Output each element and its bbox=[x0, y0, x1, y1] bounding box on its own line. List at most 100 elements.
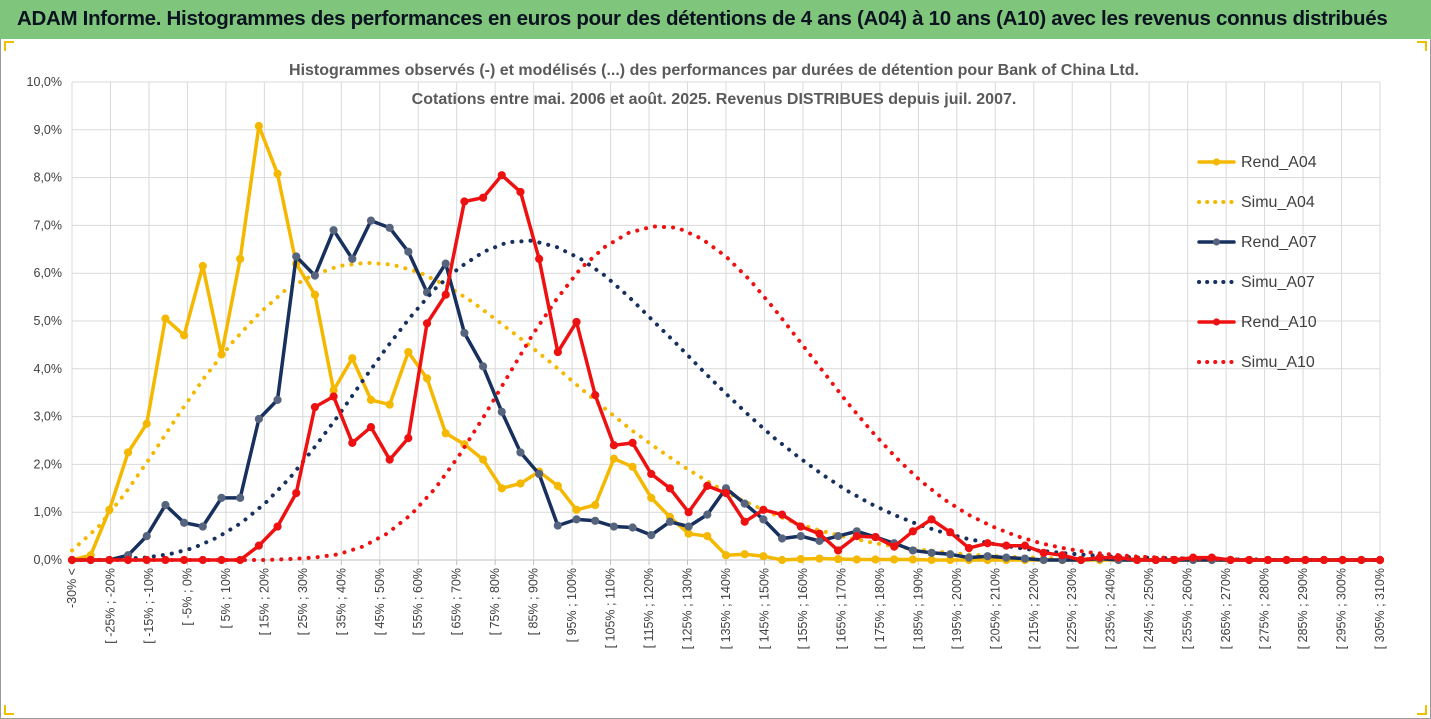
corner-mark-top-right bbox=[1417, 41, 1427, 51]
data-point-Rend_A10 bbox=[273, 522, 282, 531]
data-point-Rend_A07 bbox=[1020, 554, 1030, 563]
data-point-Rend_A04 bbox=[871, 555, 880, 564]
x-axis: -30% < [ -25% ; -20% [ -15% ; -10% [ -5% ; … bbox=[65, 568, 1387, 649]
data-point-Rend_A10 bbox=[553, 347, 562, 357]
x-tick-label: [ 165% ; 170% bbox=[834, 568, 848, 649]
data-point-Rend_A07 bbox=[684, 522, 693, 531]
data-point-Rend_A10 bbox=[852, 532, 861, 541]
legend: Rend_A04 Simu_A04 Rend_A07 Simu_A07 Rend_A10… bbox=[1197, 154, 1317, 371]
data-point-Rend_A04 bbox=[740, 550, 749, 559]
data-point-Rend_A04 bbox=[703, 532, 712, 541]
data-point-Rend_A07 bbox=[834, 532, 843, 541]
legend-label-Simu_A04: Simu_A04 bbox=[1241, 194, 1315, 211]
data-point-Rend_A10 bbox=[348, 438, 357, 447]
data-point-Rend_A07 bbox=[740, 499, 749, 508]
data-point-Rend_A07 bbox=[591, 516, 600, 525]
x-tick-label: [ 255% ; 260% bbox=[1181, 568, 1195, 649]
data-point-Rend_A07 bbox=[348, 254, 357, 263]
chart-title-line-1: Histogrammes observés (-) et modélisés (… bbox=[289, 62, 1139, 79]
x-tick-label: [ 155% ; 160% bbox=[796, 568, 810, 649]
y-tick-label: 10,0% bbox=[27, 75, 62, 89]
x-tick-label: [ -5% ; 0% bbox=[180, 568, 194, 626]
data-point-Rend_A07 bbox=[609, 522, 618, 531]
data-point-Rend_A07 bbox=[665, 517, 675, 526]
data-point-Rend_A10 bbox=[572, 317, 581, 327]
data-point-Rend_A04 bbox=[684, 529, 693, 538]
x-tick-label: [ 65% ; 70% bbox=[450, 568, 464, 635]
data-point-Rend_A10 bbox=[684, 508, 693, 517]
data-point-Rend_A10 bbox=[478, 193, 488, 202]
data-point-Rend_A07 bbox=[553, 521, 562, 530]
data-point-Rend_A10 bbox=[964, 543, 974, 553]
legend-label-Simu_A10: Simu_A10 bbox=[1241, 354, 1315, 371]
data-point-Rend_A07 bbox=[254, 414, 263, 424]
data-point-Rend_A04 bbox=[647, 493, 656, 502]
x-tick-label: [ 275% ; 280% bbox=[1258, 568, 1272, 649]
x-tick-label: [ 115% ; 120% bbox=[642, 568, 656, 648]
data-point-Rend_A10 bbox=[927, 515, 936, 524]
y-tick-label: 3,0% bbox=[34, 410, 63, 424]
data-point-Rend_A04 bbox=[366, 395, 376, 404]
legend-label-Rend_A10: Rend_A10 bbox=[1241, 314, 1317, 331]
data-point-Rend_A04 bbox=[759, 552, 768, 561]
gridlines bbox=[71, 81, 1381, 565]
x-tick-label: [ 15% ; 20% bbox=[257, 568, 271, 635]
data-point-Rend_A04 bbox=[777, 555, 787, 565]
data-point-Rend_A04 bbox=[385, 400, 394, 409]
data-point-Rend_A07 bbox=[927, 548, 936, 557]
data-point-Rend_A07 bbox=[815, 536, 824, 545]
data-point-Rend_A10 bbox=[591, 390, 600, 400]
data-point-Rend_A10 bbox=[983, 539, 992, 548]
corner-mark-bottom-left bbox=[4, 705, 14, 715]
y-tick-label: 6,0% bbox=[34, 266, 63, 280]
data-point-Rend_A10 bbox=[946, 528, 955, 537]
x-tick-label: [ 245% ; 250% bbox=[1142, 568, 1156, 649]
x-tick-label: [ 75% ; 80% bbox=[488, 568, 502, 635]
x-tick-label: [ 85% ; 90% bbox=[527, 568, 541, 635]
x-tick-label: -30% < bbox=[65, 568, 79, 608]
y-tick-label: 1,0% bbox=[34, 505, 63, 519]
data-point-Rend_A04 bbox=[198, 261, 207, 271]
x-tick-label: [ 235% ; 240% bbox=[1104, 568, 1118, 649]
data-point-Rend_A07 bbox=[441, 259, 450, 268]
data-point-Rend_A10 bbox=[254, 541, 263, 550]
data-point-Rend_A07 bbox=[777, 534, 787, 543]
y-tick-label: 0,0% bbox=[34, 553, 63, 567]
data-point-Rend_A07 bbox=[329, 226, 338, 235]
data-point-Rend_A04 bbox=[609, 454, 618, 463]
data-point-Rend_A07 bbox=[946, 550, 955, 559]
data-point-Rend_A10 bbox=[647, 469, 656, 479]
data-point-Rend_A04 bbox=[404, 347, 413, 357]
data-point-Rend_A07 bbox=[759, 515, 768, 524]
data-point-Rend_A07 bbox=[796, 532, 805, 541]
data-point-Rend_A04 bbox=[273, 169, 282, 178]
data-point-Rend_A10 bbox=[441, 290, 450, 299]
x-tick-label: [ 225% ; 230% bbox=[1065, 568, 1079, 649]
data-point-Rend_A04 bbox=[161, 314, 170, 323]
data-point-Rend_A10 bbox=[422, 319, 432, 328]
x-tick-label: [ 215% ; 220% bbox=[1027, 568, 1041, 649]
data-point-Rend_A07 bbox=[161, 500, 170, 510]
data-point-Rend_A07 bbox=[142, 532, 151, 541]
x-tick-label: [ 95% ; 100% bbox=[565, 568, 579, 642]
data-point-Rend_A07 bbox=[478, 362, 488, 371]
data-point-Rend_A04 bbox=[815, 554, 824, 563]
data-point-Rend_A10 bbox=[497, 171, 506, 180]
legend-label-Rend_A07: Rend_A07 bbox=[1241, 234, 1317, 251]
data-point-Rend_A04 bbox=[572, 505, 581, 514]
data-point-Rend_A07 bbox=[292, 252, 301, 261]
data-point-Rend_A04 bbox=[553, 481, 562, 491]
data-point-Rend_A04 bbox=[236, 254, 245, 263]
histogram-chart: Histogrammes observés (-) et modélisés (… bbox=[27, 62, 1387, 649]
data-point-Rend_A04 bbox=[721, 551, 731, 560]
data-point-Rend_A07 bbox=[217, 493, 226, 502]
data-point-Rend_A07 bbox=[964, 553, 974, 562]
y-tick-label: 4,0% bbox=[34, 362, 63, 376]
data-point-Rend_A07 bbox=[180, 518, 189, 527]
data-point-Rend_A10 bbox=[329, 392, 338, 401]
data-point-Rend_A10 bbox=[834, 546, 843, 555]
data-point-Rend_A07 bbox=[647, 531, 656, 540]
series-lines bbox=[67, 121, 1385, 565]
report-banner: ADAM Informe. Histogrammes des performan… bbox=[0, 0, 1431, 39]
data-point-Rend_A10 bbox=[609, 441, 618, 450]
